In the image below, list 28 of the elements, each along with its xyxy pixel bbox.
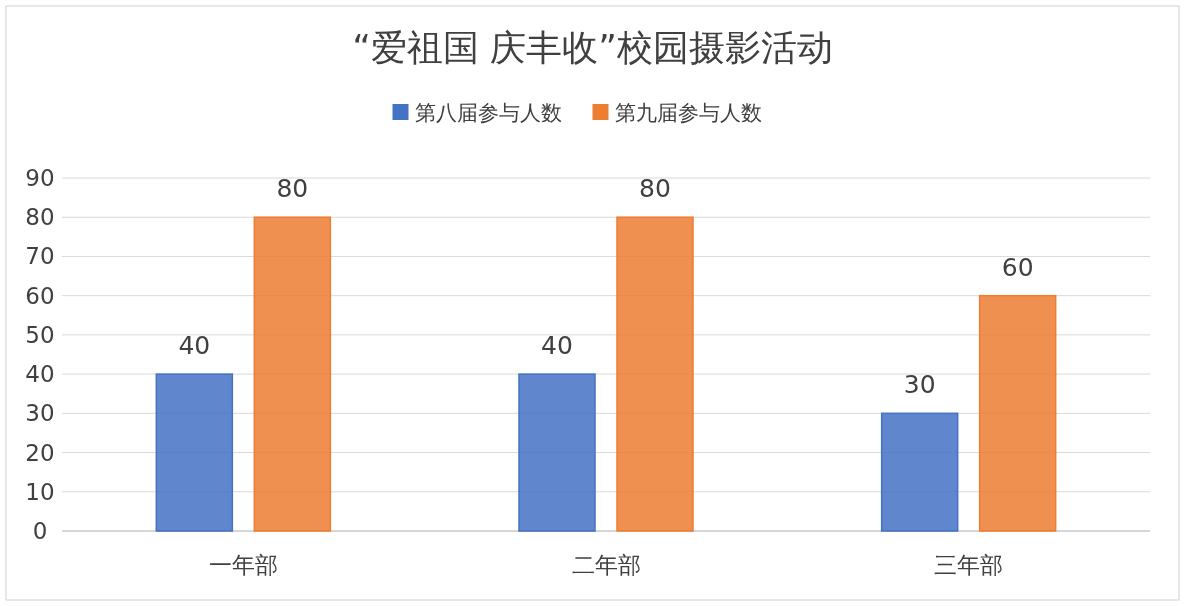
data-label: 40 <box>541 331 573 361</box>
data-label: 30 <box>903 370 936 400</box>
y-tick-label: 80 <box>25 204 55 231</box>
y-tick-label: 20 <box>25 439 55 466</box>
data-label: 80 <box>639 174 671 204</box>
x-tick-label: 一年部 <box>208 552 278 578</box>
data-label: 60 <box>1001 252 1034 282</box>
legend-label: 第九届参与人数 <box>614 101 762 125</box>
bar <box>978 294 1057 532</box>
legend-label: 第八届参与人数 <box>414 101 562 125</box>
y-tick-label: 40 <box>25 361 55 388</box>
bar <box>155 373 234 532</box>
bar <box>518 373 596 532</box>
x-tick-label: 三年部 <box>934 552 1004 578</box>
y-tick-label: 10 <box>25 478 55 505</box>
chart-title: “爱祖国 庆丰收”校园摄影活动 <box>352 27 833 68</box>
data-label: 40 <box>178 331 211 361</box>
data-label: 80 <box>276 174 309 204</box>
y-tick-label: 60 <box>25 282 55 309</box>
y-tick-label: 30 <box>25 400 55 427</box>
y-tick-label: 0 <box>32 518 48 544</box>
x-tick-label: 二年部 <box>571 552 641 578</box>
bar <box>880 412 959 532</box>
y-tick-label: 90 <box>25 165 55 191</box>
bar <box>253 216 332 532</box>
bar <box>616 216 694 532</box>
y-tick-label: 70 <box>25 243 55 270</box>
y-tick-label: 50 <box>25 321 55 348</box>
